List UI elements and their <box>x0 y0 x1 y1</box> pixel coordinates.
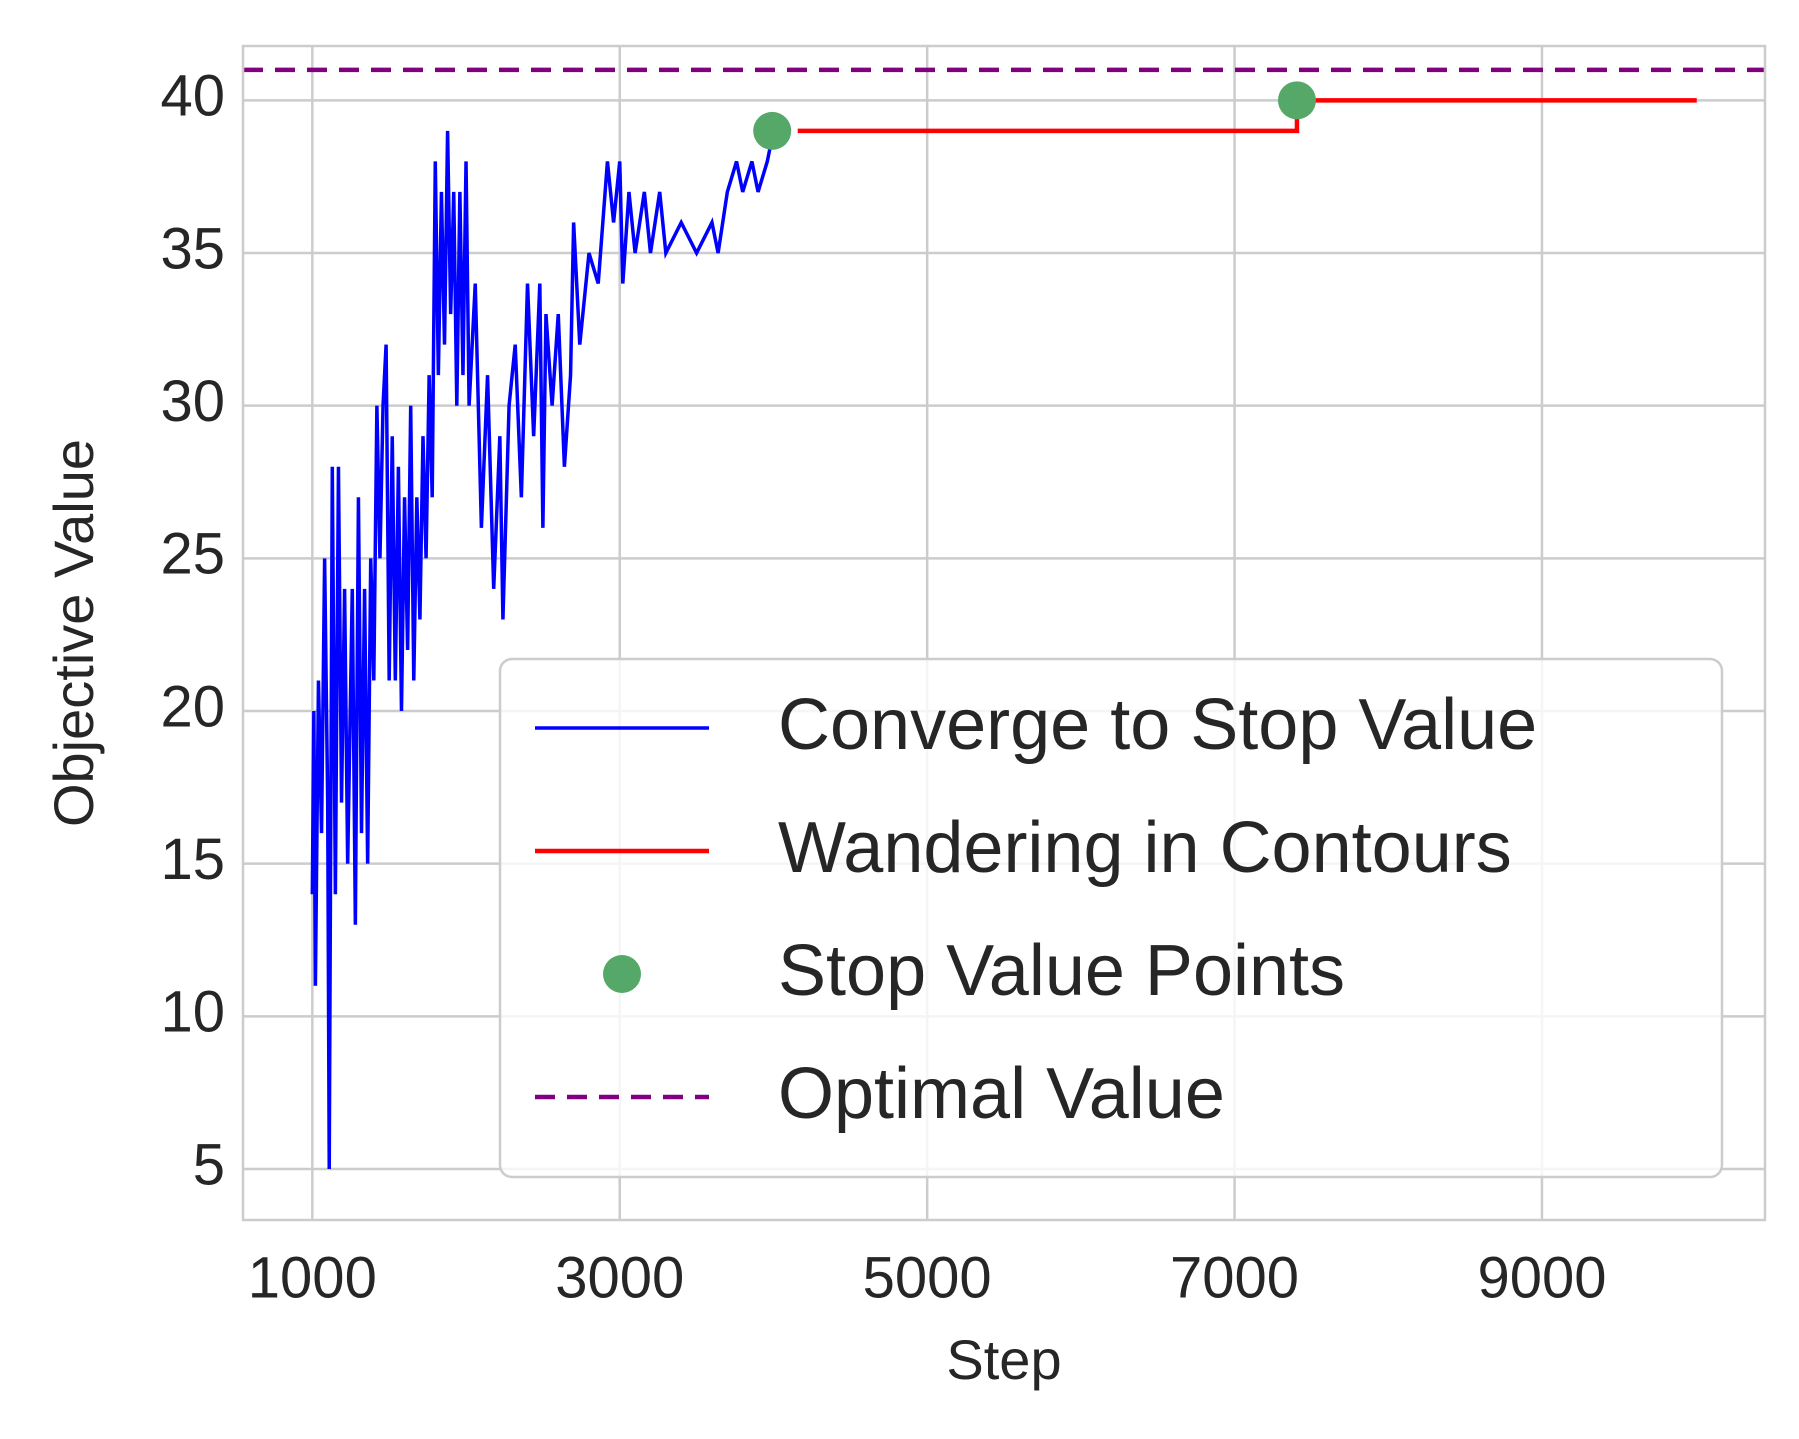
y-tick-label: 30 <box>160 369 225 434</box>
legend-label: Stop Value Points <box>778 931 1345 1011</box>
y-tick-label: 20 <box>160 674 225 739</box>
data-point <box>1277 81 1316 120</box>
data-point <box>753 111 792 150</box>
plot-frame <box>241 44 1767 1222</box>
y-tick-label: 5 <box>193 1132 225 1197</box>
y-tick-label: 35 <box>160 216 225 281</box>
x-tick-label: 9000 <box>1477 1245 1606 1310</box>
x-axis-label: Step <box>946 1328 1061 1391</box>
x-tick-label: 5000 <box>863 1245 992 1310</box>
y-tick-label: 40 <box>160 64 225 129</box>
y-axis-label: Objective Value <box>42 439 105 827</box>
x-tick-label: 1000 <box>248 1245 377 1310</box>
y-tick-label: 10 <box>160 980 225 1045</box>
legend-label: Converge to Stop Value <box>778 685 1537 765</box>
x-tick-label: 3000 <box>555 1245 684 1310</box>
legend-label: Wandering in Contours <box>778 808 1512 888</box>
legend-marker <box>603 955 641 993</box>
y-tick-label: 15 <box>160 827 225 892</box>
y-tick-label: 25 <box>160 522 225 587</box>
data-line <box>310 130 776 1170</box>
legend-label: Optimal Value <box>778 1054 1225 1134</box>
legend-box <box>498 657 1724 1179</box>
x-tick-label: 7000 <box>1170 1245 1299 1310</box>
